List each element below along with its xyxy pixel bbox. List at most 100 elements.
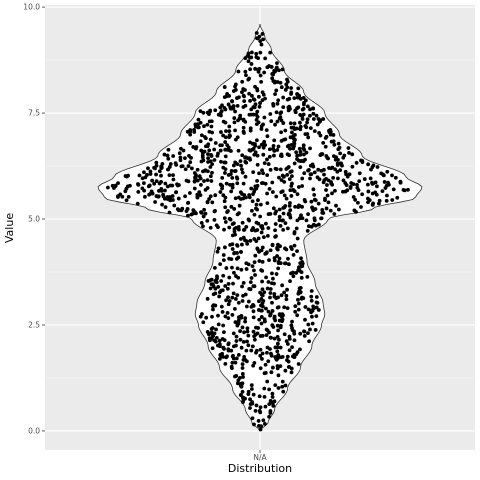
data-point (264, 250, 269, 255)
data-point (250, 264, 255, 269)
data-point (319, 152, 324, 156)
data-point (159, 173, 163, 178)
data-point (267, 154, 272, 159)
data-point (231, 163, 236, 168)
data-point (161, 194, 166, 199)
data-point (321, 117, 326, 121)
data-point (252, 422, 256, 427)
data-point (276, 259, 281, 264)
data-point (260, 351, 265, 356)
data-point (268, 50, 273, 55)
data-point (202, 149, 207, 154)
data-point (199, 221, 204, 225)
data-point (212, 209, 217, 214)
data-point (274, 88, 279, 93)
data-point (231, 281, 235, 286)
data-point (229, 189, 234, 194)
data-point (264, 128, 269, 133)
data-point (256, 308, 261, 312)
data-point (222, 216, 227, 221)
data-point (296, 307, 301, 312)
data-point (281, 121, 286, 125)
data-point (296, 158, 301, 163)
data-point (336, 176, 340, 181)
data-point (261, 171, 265, 176)
data-point (309, 172, 314, 177)
y-axis: 0.0 2.5 5.0 7.5 10.0 (23, 3, 45, 436)
data-point (284, 196, 289, 201)
data-point (229, 364, 234, 369)
data-point (360, 160, 365, 165)
data-point (312, 170, 317, 175)
data-point (305, 117, 310, 122)
data-point (246, 59, 251, 64)
data-point (238, 329, 243, 333)
data-point (277, 175, 281, 180)
data-point (198, 193, 203, 198)
data-point (256, 221, 261, 226)
y-axis-title: Value (3, 213, 16, 243)
data-point (213, 193, 218, 198)
data-point (260, 98, 265, 103)
data-point (237, 203, 242, 208)
data-point (192, 171, 197, 175)
data-point (278, 115, 283, 119)
data-point (232, 221, 236, 226)
data-point (268, 112, 273, 116)
data-point (289, 90, 294, 95)
data-point (224, 94, 229, 99)
data-point (204, 315, 209, 320)
data-point (275, 345, 280, 350)
data-point (221, 273, 226, 278)
data-point (198, 109, 203, 114)
data-point (191, 145, 196, 149)
data-point (302, 100, 306, 105)
data-point (294, 150, 299, 155)
data-point (253, 253, 258, 258)
data-point (248, 287, 253, 292)
data-point (210, 314, 214, 319)
data-point (211, 307, 215, 312)
data-point (298, 165, 303, 170)
data-point (247, 193, 252, 197)
data-point (260, 287, 265, 292)
data-point (260, 224, 265, 228)
data-point (252, 189, 256, 194)
data-point (299, 270, 304, 275)
data-point (235, 320, 239, 325)
data-point (300, 114, 305, 119)
data-point (278, 244, 282, 249)
data-point (258, 290, 263, 295)
data-point (258, 427, 263, 432)
data-point (306, 307, 311, 312)
data-point (273, 122, 277, 127)
data-point (335, 169, 340, 174)
data-point (398, 180, 403, 185)
data-point (370, 203, 375, 207)
data-point (292, 141, 297, 146)
data-point (239, 345, 244, 350)
data-point (253, 142, 257, 146)
data-point (274, 356, 278, 361)
data-point (203, 187, 208, 192)
data-point (243, 319, 248, 324)
data-point (260, 301, 265, 305)
x-axis-title: Distribution (228, 462, 292, 475)
data-point (233, 160, 238, 165)
data-point (116, 195, 120, 199)
data-point (265, 173, 270, 178)
data-point (265, 134, 270, 139)
data-point (209, 154, 214, 158)
data-point (275, 349, 280, 354)
data-point (292, 121, 297, 126)
data-point (250, 208, 254, 213)
data-point (265, 191, 269, 196)
data-point (257, 145, 261, 150)
data-point (304, 150, 309, 155)
data-point (214, 280, 219, 285)
data-point (223, 135, 228, 140)
data-point (203, 168, 207, 173)
data-point (290, 319, 294, 324)
data-point (272, 314, 277, 319)
data-point (208, 159, 213, 164)
